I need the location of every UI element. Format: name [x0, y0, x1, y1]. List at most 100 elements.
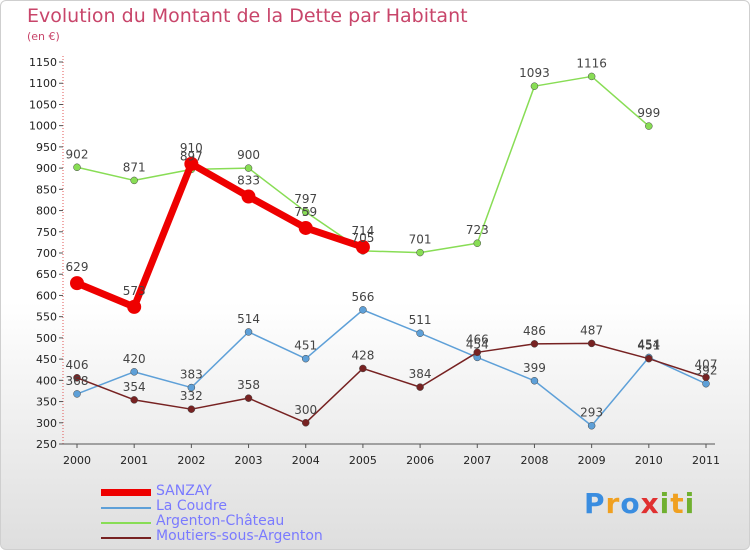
series-line	[76, 342, 707, 424]
brand-letter: r	[605, 487, 621, 520]
data-label: 392	[695, 364, 718, 378]
data-label: 511	[409, 313, 432, 327]
data-label: 428	[351, 348, 374, 362]
chart-series	[70, 72, 710, 430]
x-tick-label: 2008	[520, 454, 548, 467]
data-point	[702, 379, 710, 388]
data-label: 797	[294, 192, 317, 206]
data-point	[244, 328, 253, 336]
legend-item: Moutiers-sous-Argenton	[101, 528, 361, 545]
x-tick-label: 2003	[235, 454, 263, 467]
data-label: 406	[66, 358, 89, 372]
data-point	[416, 329, 424, 337]
y-tick-label: 1000	[29, 120, 57, 133]
data-label: 999	[637, 106, 660, 120]
data-point	[416, 248, 424, 257]
data-label: 566	[351, 290, 374, 304]
data-point	[127, 299, 142, 314]
y-tick-label: 1150	[29, 56, 57, 69]
data-label: 454	[466, 337, 489, 351]
data-label: 368	[66, 374, 89, 388]
y-tick-label: 1100	[29, 77, 57, 90]
data-point	[530, 377, 539, 385]
data-point	[702, 373, 710, 382]
data-point	[187, 405, 196, 413]
y-tick-label: 450	[36, 353, 57, 366]
data-label: 383	[180, 368, 203, 382]
data-point	[301, 419, 310, 427]
y-tick-label: 900	[36, 162, 57, 175]
data-label: 454	[637, 337, 660, 351]
data-label: 451	[637, 339, 660, 353]
legend-label: Argenton-Château	[156, 513, 285, 529]
data-point	[73, 163, 81, 172]
data-point	[587, 72, 596, 81]
legend-item: SANZAY	[101, 483, 361, 500]
y-tick-label: 800	[36, 205, 57, 218]
data-label: 1116	[576, 56, 607, 70]
x-tick-label: 2005	[349, 454, 377, 467]
y-tick-label: 250	[36, 438, 57, 451]
data-point	[130, 368, 138, 376]
data-point	[73, 374, 81, 382]
series-sanzay	[70, 156, 370, 314]
data-point	[416, 383, 424, 391]
chart-title: Evolution du Montant de la Dette par Hab…	[27, 5, 468, 27]
data-point	[530, 82, 539, 90]
data-label: 723	[466, 223, 489, 237]
data-label: 486	[523, 324, 546, 338]
data-label: 871	[123, 160, 146, 174]
legend-item: Argenton-Château	[101, 513, 361, 530]
data-point	[187, 383, 196, 392]
data-label: 451	[294, 339, 317, 353]
legend-swatch	[101, 537, 151, 539]
data-label: 466	[466, 332, 489, 346]
x-tick-label: 2002	[177, 454, 205, 467]
y-tick-label: 850	[36, 183, 57, 196]
y-tick-label: 400	[36, 374, 57, 387]
data-label: 487	[580, 323, 603, 337]
brand-letter: i	[659, 487, 671, 520]
data-point	[130, 396, 138, 404]
x-tick-label: 2007	[463, 454, 491, 467]
data-point	[301, 354, 310, 363]
data-label: 358	[237, 378, 260, 392]
y-tick-label: 1050	[29, 98, 57, 111]
data-label: 759	[294, 205, 317, 219]
x-tick-label: 2001	[120, 454, 148, 467]
brand-letter: i	[684, 487, 696, 520]
brand-logo: Proxiti	[584, 487, 695, 520]
data-label: 332	[180, 389, 203, 403]
y-tick-label: 300	[36, 417, 57, 430]
x-tick-label: 2004	[292, 454, 320, 467]
data-point	[645, 122, 653, 130]
data-point	[587, 339, 596, 348]
legend-swatch	[101, 489, 151, 496]
data-label: 900	[237, 148, 260, 162]
legend-item: La Coudre	[101, 498, 361, 515]
chart-data-labels: 368 420 383 514 451 566 511 454 399 293 454 392 406 3…	[66, 56, 718, 419]
data-label: 902	[66, 147, 89, 161]
y-tick-label: 550	[36, 311, 57, 324]
data-label: 629	[66, 260, 89, 274]
data-label: 420	[123, 352, 146, 366]
data-label: 384	[409, 367, 432, 381]
data-point	[298, 220, 313, 235]
chart-legend: SANZAY La Coudre Argenton-Château Moutiers-…	[101, 483, 361, 545]
series-line	[73, 160, 367, 311]
data-point	[587, 421, 596, 430]
data-label: 573	[123, 284, 146, 298]
data-label: 354	[123, 380, 146, 394]
x-tick-label: 2000	[63, 454, 91, 467]
legend-label: SANZAY	[156, 483, 212, 499]
data-point	[70, 276, 84, 291]
data-point	[130, 176, 138, 185]
data-point	[244, 164, 253, 172]
data-label: 897	[180, 149, 203, 163]
legend-label: La Coudre	[156, 498, 227, 514]
y-tick-label: 500	[36, 332, 57, 345]
chart-subtitle: (en €)	[27, 30, 60, 43]
data-point	[359, 306, 367, 314]
data-point	[645, 354, 653, 363]
